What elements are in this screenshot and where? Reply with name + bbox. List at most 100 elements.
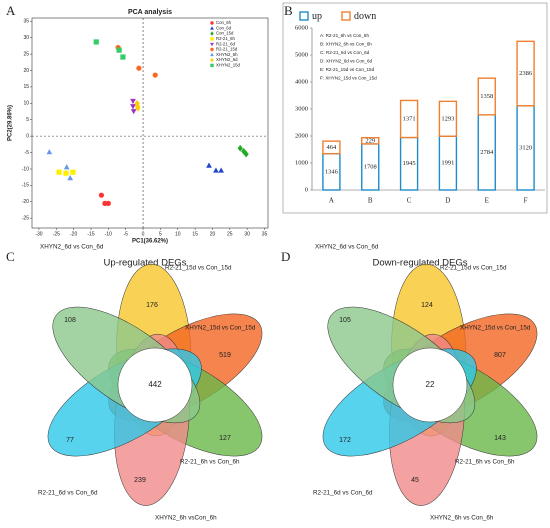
set-count: 172: [339, 437, 351, 444]
x-tick-label: -15: [87, 231, 94, 237]
x-tick-label: 30: [244, 231, 250, 237]
set-count: 807: [494, 352, 506, 359]
annotation: B: XHYN2_6h vs Con_6h: [320, 42, 372, 47]
point: [206, 162, 212, 168]
x-tick-label: C: [407, 197, 412, 205]
bar-segment: [322, 140, 341, 155]
set-label: R2-21_6h vs Con_6h: [455, 459, 515, 466]
point: [67, 175, 74, 181]
value-label: 1293: [441, 115, 454, 122]
annotation: D: XHYN2_6d vs Con_6d: [320, 59, 373, 64]
value-label: 2784: [480, 149, 494, 156]
legend-marker: [210, 21, 214, 25]
point: [105, 200, 111, 206]
legend-label: XHYN2_15d: [216, 63, 240, 68]
y-tick-label: -10: [22, 166, 29, 172]
x-tick-label: 5: [159, 231, 162, 237]
legend-label: Con_6h: [216, 20, 232, 25]
y-tick-label: 2000: [295, 132, 308, 139]
x-tick-label: -30: [35, 231, 42, 237]
annotation: E: R2-21_15d vs Con_15d: [320, 67, 375, 72]
x-tick-label: -25: [53, 231, 60, 237]
legend-marker: [210, 42, 214, 47]
value-label: 1346: [325, 168, 339, 175]
annotation: F: XHYN2_15d vs Con_15d: [320, 76, 377, 81]
annotation: A: R2-21_6h vs Con_6h: [320, 33, 369, 38]
point: [152, 72, 158, 78]
point: [63, 170, 69, 176]
set-label: R2-21_15d vs Con_15d: [165, 265, 232, 272]
set-count: 45: [411, 477, 419, 484]
legend-label: Con_6d: [216, 25, 232, 30]
value-label: 1708: [364, 163, 377, 170]
bar-segment: [516, 40, 535, 107]
panel-label: A: [6, 3, 16, 18]
x-tick-label: 0: [142, 231, 145, 237]
point: [56, 169, 62, 175]
panel-label: B: [284, 3, 293, 18]
point: [98, 192, 105, 198]
legend-label: XHYN2_6d: [216, 57, 238, 62]
point: [130, 104, 136, 110]
legend-label: Con_15d: [216, 31, 234, 36]
x-tick-label: A: [329, 197, 334, 205]
legend-marker: [210, 31, 214, 36]
point: [130, 109, 137, 115]
legend-label: XHYN2_6h: [216, 52, 238, 57]
set-count: 105: [339, 317, 351, 324]
legend-label: R2-21_15d: [216, 47, 238, 52]
set-count: 143: [494, 435, 506, 442]
plot-frame: [31, 17, 269, 229]
value-label: 3120: [519, 144, 532, 151]
point: [213, 167, 219, 173]
legend-label: down: [354, 11, 376, 22]
x-tick-label: -10: [105, 231, 112, 237]
set-count: 124: [421, 302, 433, 309]
y-tick-label: 3000: [295, 105, 308, 112]
bar-segment: [399, 99, 419, 139]
set-label: XHYN2_15d vs Con_15d: [460, 325, 531, 332]
bar-segment: [361, 137, 380, 145]
x-tick-label: -20: [70, 231, 77, 237]
y-tick-label: 0: [305, 186, 308, 193]
panel-label: D: [281, 249, 290, 264]
point: [93, 39, 99, 45]
point: [136, 65, 142, 71]
chart-title: PCA analysis: [128, 9, 172, 16]
chart-title: Down-regulated DEGs: [372, 258, 467, 269]
y-tick-label: 0: [26, 133, 29, 139]
x-tick-label: 35: [262, 231, 268, 237]
legend-label: up: [312, 11, 322, 22]
y-axis-label: PC2(29.86%): [8, 105, 14, 141]
legend-swatch: [341, 11, 351, 21]
legend-label: R2-21_6h: [216, 36, 235, 41]
y-tick-label: -20: [22, 199, 29, 205]
legend-marker: [210, 26, 214, 30]
set-label: R2-21_6d vs Con_6d: [313, 490, 373, 497]
y-tick-label: 5000: [295, 51, 308, 58]
set-count: 519: [219, 352, 231, 359]
x-tick-label: 25: [227, 231, 233, 237]
point: [130, 98, 136, 105]
set-count: 108: [64, 317, 76, 324]
legend-marker: [210, 47, 214, 52]
center-count: 22: [426, 380, 435, 389]
y-tick-label: -15: [22, 183, 29, 189]
x-tick-label: -5: [123, 231, 128, 237]
bar-segment: [477, 77, 496, 116]
value-label: 2386: [519, 70, 533, 77]
center-count: 442: [148, 380, 162, 389]
value-label: 1371: [403, 115, 416, 122]
point: [70, 169, 76, 175]
x-tick-label: 10: [175, 231, 181, 237]
x-tick-label: 15: [192, 231, 198, 237]
x-tick-label: B: [368, 197, 373, 205]
y-tick-label: 15: [23, 84, 29, 90]
x-axis-label: PC1(36.62%): [132, 239, 168, 245]
set-count: 239: [134, 477, 146, 484]
y-tick-label: 5: [26, 117, 29, 123]
y-tick-label: 4000: [295, 78, 308, 85]
legend-marker: [210, 57, 214, 63]
legend-label: R2-21_6d: [216, 41, 235, 46]
